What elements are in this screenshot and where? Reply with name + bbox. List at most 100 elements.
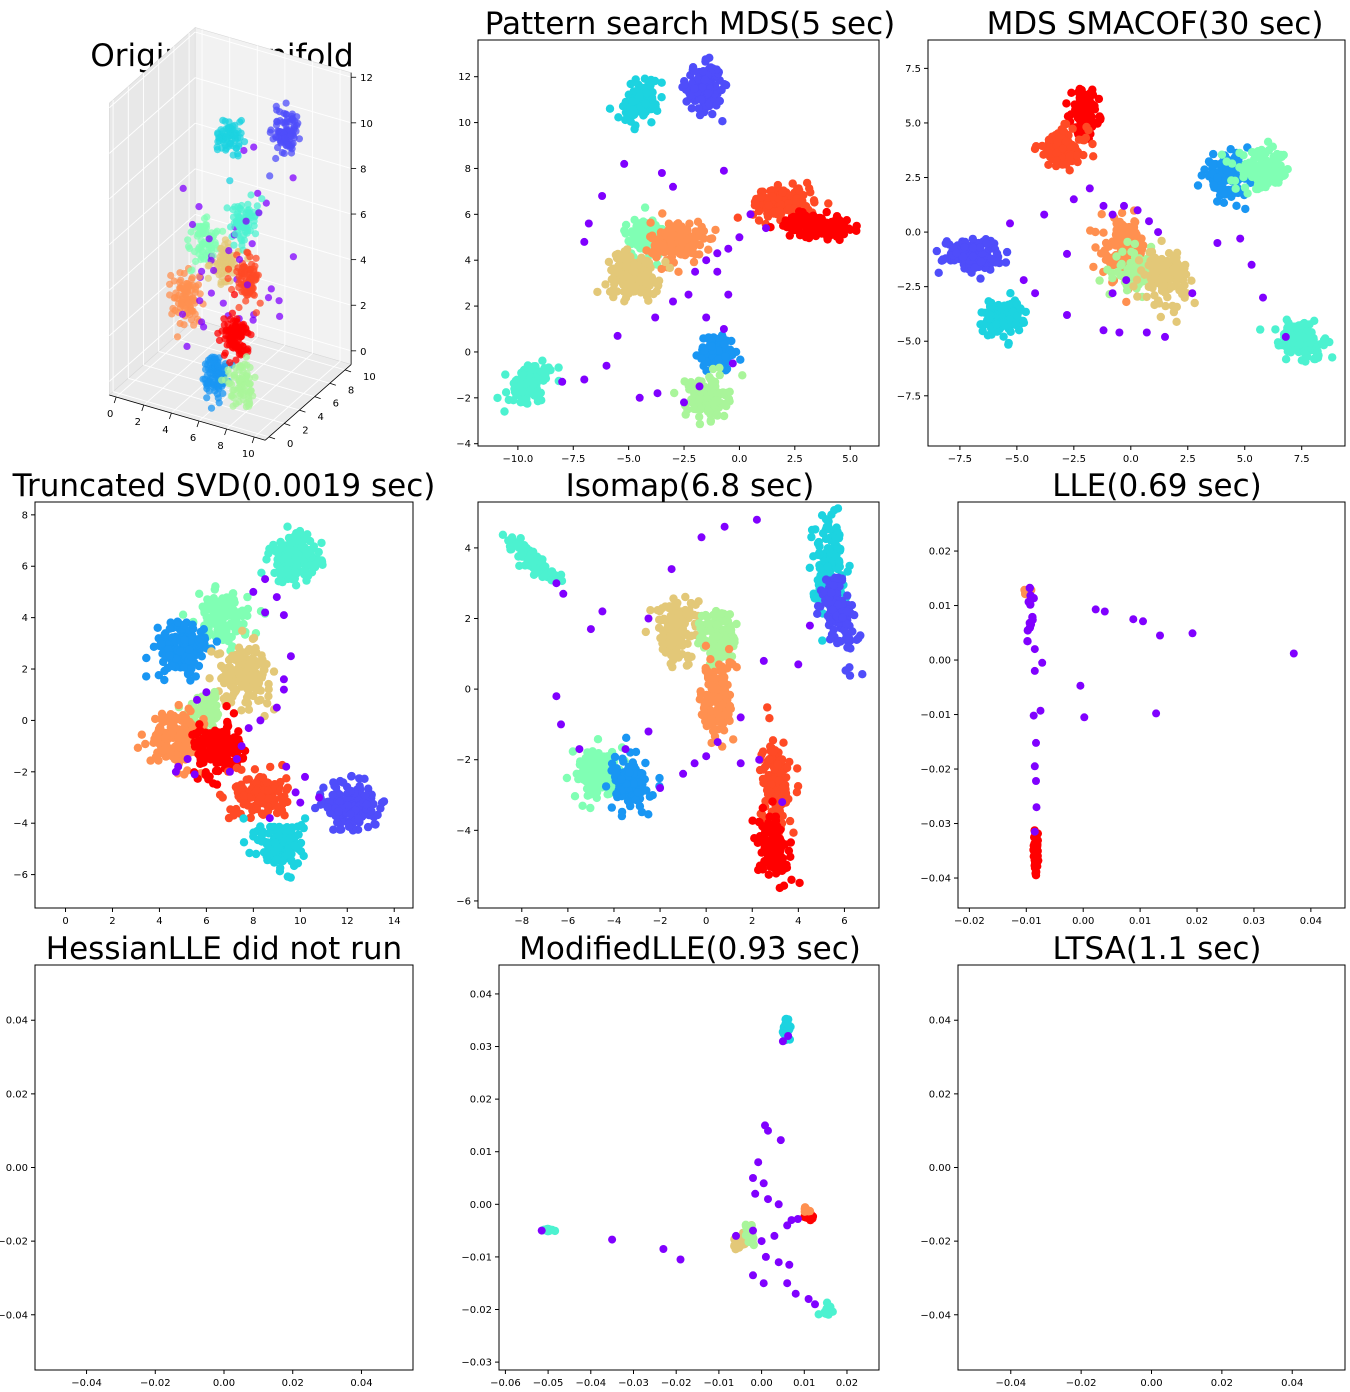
x-tick-label: 2.5 bbox=[787, 454, 803, 465]
data-point bbox=[250, 291, 258, 299]
data-point bbox=[203, 394, 211, 402]
data-point bbox=[1072, 151, 1081, 160]
x-tick-label: −7.5 bbox=[948, 454, 972, 465]
data-point bbox=[795, 186, 804, 195]
data-point bbox=[255, 209, 263, 217]
data-point bbox=[142, 672, 151, 681]
cluster-blue bbox=[678, 53, 731, 126]
outlier-point bbox=[728, 359, 737, 368]
data-point bbox=[1088, 100, 1097, 110]
data-point bbox=[274, 127, 282, 135]
data-point bbox=[1065, 152, 1074, 161]
y-tick-label: 0.0 bbox=[905, 228, 921, 239]
data-point bbox=[635, 275, 644, 285]
data-point bbox=[725, 387, 734, 396]
data-point bbox=[179, 663, 189, 672]
data-point bbox=[1080, 99, 1089, 108]
data-point bbox=[219, 389, 227, 398]
x-tick-label: −10.0 bbox=[503, 454, 534, 465]
data-point bbox=[288, 115, 296, 124]
data-point bbox=[1187, 276, 1196, 285]
data-point bbox=[672, 220, 681, 229]
data-point bbox=[167, 661, 177, 671]
data-point bbox=[196, 290, 204, 298]
data-point bbox=[228, 589, 237, 598]
data-point bbox=[166, 722, 175, 732]
data-point bbox=[1172, 248, 1182, 257]
data-point bbox=[354, 814, 363, 824]
data-point bbox=[708, 109, 717, 119]
y-tick-label: −7.5 bbox=[897, 391, 921, 402]
data-point bbox=[736, 355, 745, 364]
data-point bbox=[226, 177, 234, 185]
data-point bbox=[275, 297, 283, 305]
data-point bbox=[688, 233, 697, 242]
data-point bbox=[1271, 161, 1280, 170]
data-point bbox=[1321, 338, 1331, 347]
data-point bbox=[1053, 138, 1062, 147]
outlier-point bbox=[286, 652, 295, 661]
y-tick-label: 4 bbox=[317, 412, 323, 423]
data-point bbox=[1243, 168, 1253, 178]
data-point bbox=[257, 673, 266, 682]
cluster-blue bbox=[932, 234, 1012, 283]
data-point bbox=[317, 538, 326, 548]
data-point bbox=[161, 733, 170, 742]
data-point bbox=[538, 356, 547, 365]
data-point bbox=[720, 80, 729, 89]
data-point bbox=[689, 404, 699, 414]
data-point bbox=[699, 234, 708, 243]
data-point bbox=[970, 263, 980, 272]
data-point bbox=[276, 312, 284, 320]
data-point bbox=[142, 653, 151, 663]
data-point bbox=[168, 310, 176, 318]
data-point bbox=[700, 75, 710, 85]
data-point bbox=[835, 215, 844, 225]
outlier-point bbox=[1006, 219, 1014, 228]
data-point bbox=[295, 526, 305, 536]
data-point bbox=[360, 791, 370, 800]
data-point bbox=[999, 318, 1008, 327]
data-point bbox=[1156, 312, 1166, 322]
data-point bbox=[1013, 311, 1022, 320]
data-point bbox=[224, 239, 232, 247]
data-point bbox=[212, 637, 222, 646]
data-point bbox=[220, 315, 228, 323]
grid-line bbox=[109, 214, 196, 291]
outlier-point bbox=[249, 587, 258, 596]
data-point bbox=[1252, 153, 1261, 162]
data-point bbox=[153, 623, 162, 632]
data-point bbox=[234, 150, 242, 158]
data-point bbox=[1172, 317, 1181, 326]
data-point bbox=[256, 792, 266, 801]
data-point bbox=[932, 246, 941, 256]
data-point bbox=[1209, 181, 1218, 190]
grid-line bbox=[109, 305, 196, 382]
chart-title: MDS SMACOF(30 sec) bbox=[987, 6, 1324, 42]
data-point bbox=[1172, 302, 1182, 312]
data-point bbox=[237, 346, 245, 354]
outlier-point bbox=[580, 237, 589, 246]
cluster-sand bbox=[593, 245, 675, 306]
grid-line bbox=[109, 31, 196, 109]
data-point bbox=[198, 267, 206, 275]
data-point bbox=[1256, 325, 1265, 334]
data-point bbox=[272, 154, 280, 163]
data-point bbox=[221, 607, 230, 616]
data-point bbox=[627, 227, 637, 236]
data-point bbox=[187, 228, 195, 236]
data-point bbox=[1117, 208, 1127, 218]
cluster-azure bbox=[142, 617, 222, 685]
data-point bbox=[240, 269, 248, 278]
data-point bbox=[250, 765, 260, 774]
grid-line bbox=[195, 214, 352, 261]
z-tick-label: 2 bbox=[360, 301, 366, 312]
chart-title: Pattern search MDS(5 sec) bbox=[485, 6, 896, 42]
x-tick-label: −7.5 bbox=[561, 454, 585, 465]
data-point bbox=[292, 556, 301, 565]
data-point bbox=[1031, 142, 1041, 151]
data-point bbox=[706, 416, 715, 425]
data-point bbox=[343, 801, 352, 810]
data-point bbox=[934, 268, 943, 277]
